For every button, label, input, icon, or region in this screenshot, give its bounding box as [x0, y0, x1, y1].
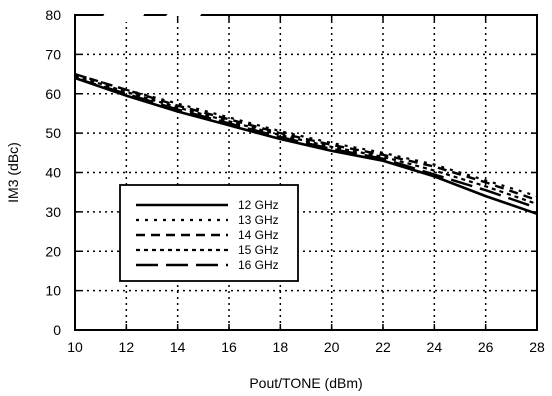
series-line-0: [74, 76, 538, 216]
y-axis-label: IM3 (dBc): [5, 142, 21, 203]
legend-label: 15 GHz: [238, 243, 279, 257]
x-tick-label: 22: [375, 339, 391, 355]
x-tick-label: 24: [427, 339, 443, 355]
grid-lines: [75, 15, 537, 330]
x-tick-label: 10: [67, 339, 83, 355]
axis-ticks: 10 12 14 16 18 20 22 24 26 28 0 10 20 30 40 50 60 70 80: [45, 7, 545, 355]
y-tick-label: 50: [45, 125, 61, 141]
plot-frame: [74, 14, 538, 331]
x-tick-label: 18: [273, 339, 289, 355]
x-tick-label: 12: [119, 339, 135, 355]
y-tick-label: 60: [45, 86, 61, 102]
x-tick-label: 26: [478, 339, 494, 355]
y-tick-label: 0: [53, 322, 61, 338]
series-lines: [74, 72, 538, 216]
y-tick-label: 30: [45, 204, 61, 220]
x-axis-label: Pout/TONE (dBm): [249, 375, 362, 391]
y-tick-label: 80: [45, 7, 61, 23]
series-line-2: [74, 72, 538, 202]
x-tick-label: 20: [324, 339, 340, 355]
y-tick-label: 40: [45, 165, 61, 181]
legend-label: 13 GHz: [238, 213, 279, 227]
x-tick-label: 28: [529, 339, 545, 355]
x-tick-label: 16: [221, 339, 237, 355]
legend-label: 16 GHz: [238, 258, 279, 272]
y-tick-label: 10: [45, 283, 61, 299]
series-line-1: [74, 73, 538, 198]
legend-label: 14 GHz: [238, 228, 279, 242]
x-tick-label: 14: [170, 339, 186, 355]
y-tick-label: 70: [45, 46, 61, 62]
legend-label: 12 GHz: [238, 198, 279, 212]
series-line-3: [74, 74, 538, 206]
series-line-4: [74, 76, 538, 210]
y-tick-label: 20: [45, 243, 61, 259]
watermark-decoration: [0, 0, 212, 74]
